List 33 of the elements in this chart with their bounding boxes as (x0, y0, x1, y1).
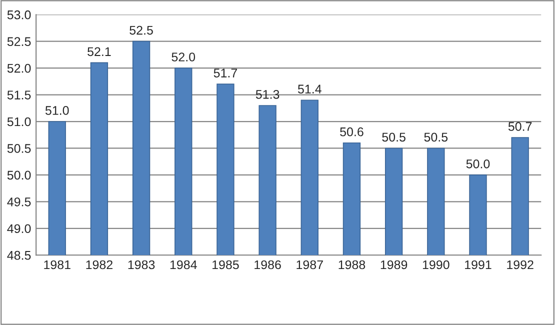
x-tick-label: 1989 (380, 260, 408, 270)
y-tick-label: 49.5 (7, 197, 31, 206)
data-label: 51.0 (45, 106, 69, 115)
data-label: 50.5 (382, 132, 406, 142)
x-tick-label: 1990 (422, 260, 450, 270)
y-tick-label: 48.5 (7, 250, 31, 260)
data-label: 50.7 (508, 122, 532, 131)
x-tick-label: 1987 (296, 260, 323, 270)
x-tick-label: 1985 (212, 260, 239, 270)
x-tick-label: 1983 (128, 260, 155, 270)
x-tick-label: 1984 (170, 260, 197, 270)
y-tick-label: 51.5 (7, 90, 31, 100)
x-tick-label: 1988 (338, 260, 366, 270)
y-tick-label: 51.0 (7, 117, 31, 126)
data-label: 50.0 (466, 159, 490, 168)
data-label: 52.0 (172, 52, 196, 62)
y-tick-label: 49.0 (7, 224, 31, 234)
x-tick-label: 1992 (507, 260, 534, 270)
x-tick-label: 1982 (86, 260, 112, 270)
y-tick-label: 50.5 (7, 144, 31, 153)
y-tick-label: 50.0 (7, 170, 31, 180)
data-label: 52.1 (88, 47, 111, 56)
y-tick-label: 53.0 (7, 10, 31, 20)
data-label: 51.4 (298, 84, 322, 94)
data-label: 50.5 (424, 132, 448, 142)
x-tick-label: 1991 (465, 260, 492, 270)
x-tick-label: 1981 (44, 260, 70, 270)
y-tick-label: 52.5 (7, 37, 31, 46)
y-tick-label: 52.0 (7, 64, 31, 73)
data-label: 50.6 (340, 127, 364, 136)
data-label: 52.5 (130, 26, 153, 35)
data-label: 51.7 (214, 68, 238, 78)
x-tick-label: 1986 (254, 260, 281, 270)
